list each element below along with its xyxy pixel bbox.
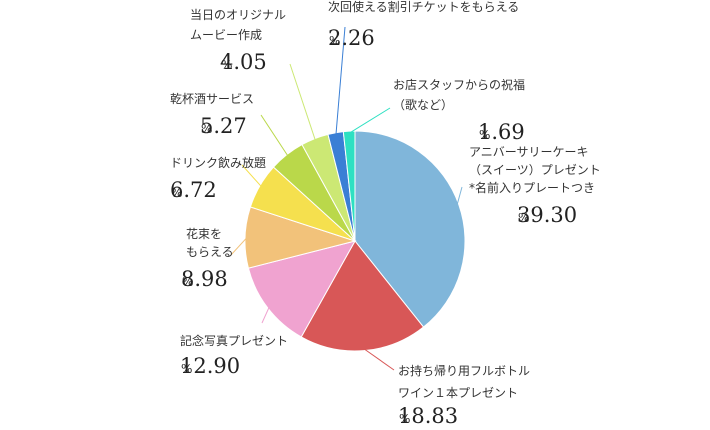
slice-label-group-5: ドリンク飲み放題 6.72%	[170, 155, 266, 202]
slice-unit-6: %	[201, 122, 212, 136]
pie-slice-1	[354, 130, 466, 328]
slice-value-2: 18.83	[398, 404, 458, 428]
slice-label-4-line-2: もらえる	[186, 245, 234, 259]
slice-label-group-6: 乾杯酒サービス 5.27%	[170, 92, 254, 138]
slice-label-6-line-1: 乾杯酒サービス	[170, 92, 254, 106]
slice-unit-3: %	[181, 362, 192, 376]
slice-unit-9: %	[479, 128, 490, 142]
slice-unit-5: %	[171, 186, 182, 200]
leader-line-5	[241, 164, 262, 188]
leader-line-6	[260, 114, 289, 157]
slice-label-1-line-2: （スイーツ）プレゼント	[469, 163, 601, 177]
pie-slice-2	[300, 240, 425, 352]
slice-label-group-8: 次回使える割引チケットをもらえる 2.26%	[328, 0, 519, 50]
slice-unit-4: %	[182, 275, 193, 289]
slice-value-7: 4.05	[220, 50, 267, 74]
slice-label-2-line-1: お持ち帰り用フルボトル	[398, 363, 530, 378]
slice-value-4: 8.98	[181, 267, 228, 291]
slice-value-9: 1.69	[478, 120, 525, 144]
slice-unit-7: %	[221, 58, 232, 72]
leader-line-2	[363, 348, 395, 371]
slice-label-group-9: お店スタッフからの祝福 （歌など） 1.69%	[393, 77, 525, 144]
pie-slice-3	[247, 240, 357, 338]
leader-lines	[230, 26, 463, 371]
leader-line-8	[335, 26, 346, 135]
slice-value-3: 12.90	[180, 354, 240, 378]
slice-label-8-line-1: 次回使える割引チケットをもらえる	[328, 0, 519, 14]
slice-label-7-line-2: ムービー作成	[190, 28, 262, 42]
leader-line-7	[289, 63, 316, 141]
leader-line-1	[456, 186, 463, 206]
pie-slices	[244, 130, 466, 352]
leader-line-3	[261, 306, 270, 324]
slice-label-7-line-1: 当日のオリジナル	[190, 8, 286, 22]
slice-label-9-line-1: お店スタッフからの祝福	[393, 77, 525, 92]
slice-label-5-line-1: ドリンク飲み放題	[170, 155, 266, 170]
pie-slice-9	[342, 130, 356, 242]
slice-unit-8: %	[329, 34, 340, 48]
slice-unit-2: %	[399, 412, 410, 426]
slice-label-1-line-1: アニバーサリーケーキ	[469, 145, 589, 159]
slice-label-group-3: 記念写真プレゼント 12.90%	[180, 333, 288, 378]
slice-label-3-line-1: 記念写真プレゼント	[180, 333, 288, 348]
slice-label-1-line-3: *名前入りプレートつき	[469, 180, 595, 195]
slice-label-group-1: アニバーサリーケーキ （スイーツ）プレゼント *名前入りプレートつき 39.30%	[469, 145, 601, 227]
slice-value-8: 2.26	[328, 26, 375, 50]
slice-unit-1: %	[518, 211, 529, 225]
slice-label-9-line-2: （歌など）	[393, 97, 453, 112]
slice-label-2-line-2: ワイン１本プレゼント	[398, 386, 518, 400]
leader-line-4	[230, 237, 248, 256]
leader-line-9	[349, 107, 391, 134]
slice-labels: アニバーサリーケーキ（スイーツ）プレゼント*名前入りプレートつき39.30%お持…	[170, 0, 601, 428]
slice-value-1: 39.30	[517, 203, 577, 227]
slice-value-6: 5.27	[200, 114, 247, 138]
slice-value-5: 6.72	[170, 178, 217, 202]
slice-label-4-line-1: 花束を	[186, 226, 222, 241]
